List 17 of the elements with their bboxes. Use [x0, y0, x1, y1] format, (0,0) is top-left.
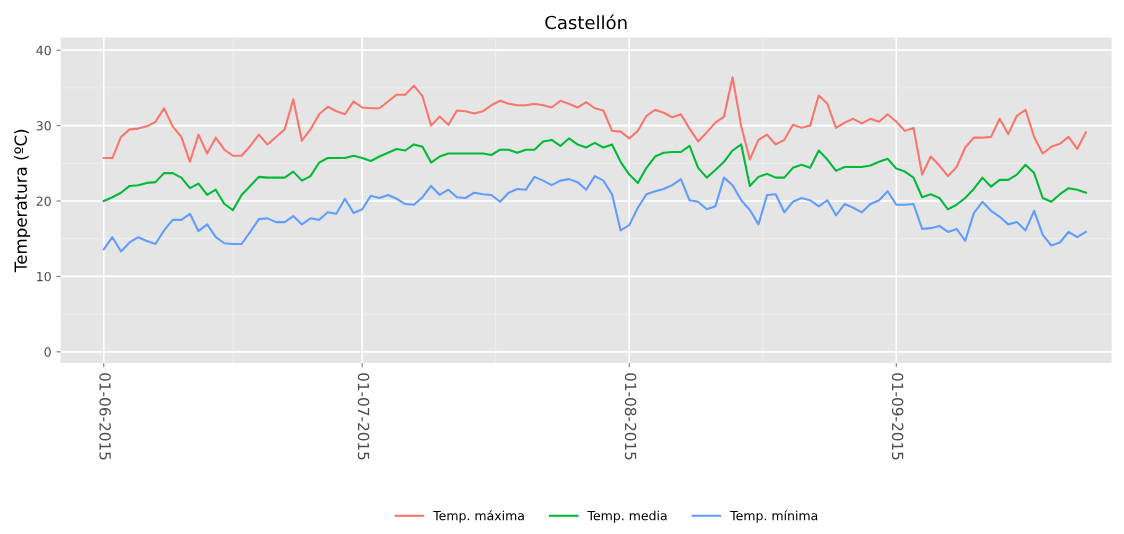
chart-title: Castellón	[545, 14, 627, 30]
x-tick-label: 01-08-2015	[624, 373, 637, 460]
legend-label: Temp. máxima	[433, 510, 524, 523]
y-axis-title: Temperatura (ºC)	[14, 129, 31, 273]
x-tick-label: 01-07-2015	[357, 373, 370, 460]
x-tick-label: 01-09-2015	[891, 373, 904, 460]
legend-label: Temp. mínima	[730, 510, 818, 523]
line-series	[102, 137, 1087, 212]
y-tick-label: 40	[36, 45, 51, 56]
y-tick-label: 30	[36, 121, 51, 131]
line-series	[102, 76, 1087, 178]
y-tick-label: 10	[37, 271, 51, 282]
line-series	[102, 175, 1087, 253]
x-tick-label: 01-06-2015	[99, 373, 111, 460]
legend-label: Temp. media	[587, 510, 667, 523]
y-tick-label: 20	[36, 196, 51, 206]
y-tick-label: 0	[44, 347, 51, 357]
